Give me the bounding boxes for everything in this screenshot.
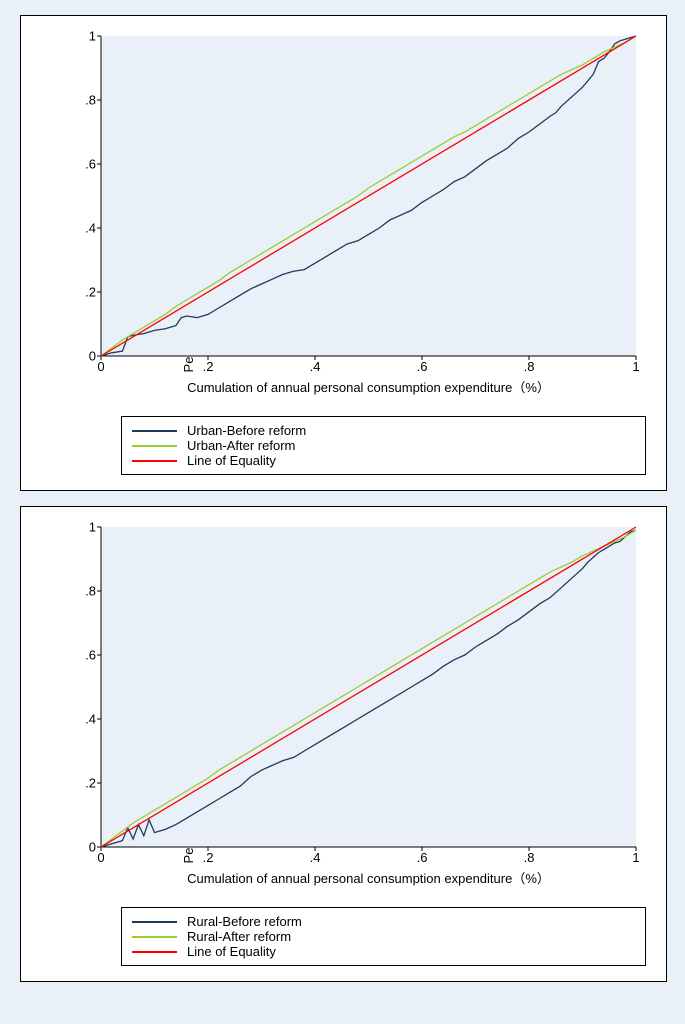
xtick-label: .4 <box>310 850 321 865</box>
ytick-label: .2 <box>71 776 96 791</box>
legend-label: Urban-Before reform <box>187 423 306 438</box>
legend-label: Urban-After reform <box>187 438 295 453</box>
ytick-label: .8 <box>71 93 96 108</box>
legend-item: Urban-After reform <box>132 438 372 453</box>
xtick-label: .2 <box>203 850 214 865</box>
legend-swatch <box>132 936 177 938</box>
xtick-label: .6 <box>417 850 428 865</box>
legend-swatch <box>132 951 177 953</box>
x-axis-label: Cumulation of annual personal consumptio… <box>101 377 636 396</box>
ytick-label: .6 <box>71 648 96 663</box>
ytick-label: .4 <box>71 712 96 727</box>
legend-label: Rural-After reform <box>187 929 291 944</box>
legend-item: Rural-Before reform <box>132 914 372 929</box>
xtick-label: .2 <box>203 359 214 374</box>
x-axis-label: Cumulation of annual personal consumptio… <box>101 868 636 887</box>
ytick-label: .2 <box>71 285 96 300</box>
xtick-label: .4 <box>310 359 321 374</box>
legend-label: Line of Equality <box>187 944 276 959</box>
chart-wrap: Percentage of cumulatively continuous in… <box>21 507 666 907</box>
chart-panel-1: Percentage of cumulatively continuous in… <box>20 506 667 982</box>
xtick-label: .6 <box>417 359 428 374</box>
series-line <box>101 527 636 847</box>
legend-label: Rural-Before reform <box>187 914 302 929</box>
ytick-label: .4 <box>71 221 96 236</box>
ytick-label: 1 <box>71 29 96 44</box>
ytick-label: 1 <box>71 520 96 535</box>
xtick-label: .8 <box>524 359 535 374</box>
legend: Rural-Before reformRural-After reformLin… <box>121 907 646 966</box>
xtick-label: 1 <box>632 850 639 865</box>
legend-item: Line of Equality <box>132 453 372 468</box>
chart-wrap: Percentage of cumulatively continuous in… <box>21 16 666 416</box>
legend-item: Urban-Before reform <box>132 423 372 438</box>
plot-area <box>101 527 636 847</box>
legend-item: Line of Equality <box>132 944 372 959</box>
legend-swatch <box>132 445 177 447</box>
chart-panel-0: Percentage of cumulatively continuous in… <box>20 15 667 491</box>
ytick-label: .8 <box>71 584 96 599</box>
ytick-label: 0 <box>71 840 96 855</box>
xtick-label: 0 <box>97 850 104 865</box>
plot-area <box>101 36 636 356</box>
chart-container: Percentage of cumulatively continuous in… <box>0 15 685 982</box>
series-line <box>101 36 636 356</box>
legend-label: Line of Equality <box>187 453 276 468</box>
ytick-label: .6 <box>71 157 96 172</box>
xtick-label: 0 <box>97 359 104 374</box>
legend: Urban-Before reformUrban-After reformLin… <box>121 416 646 475</box>
legend-swatch <box>132 430 177 432</box>
legend-swatch <box>132 921 177 923</box>
xtick-label: 1 <box>632 359 639 374</box>
ytick-label: 0 <box>71 349 96 364</box>
legend-swatch <box>132 460 177 462</box>
xtick-label: .8 <box>524 850 535 865</box>
legend-item: Rural-After reform <box>132 929 372 944</box>
